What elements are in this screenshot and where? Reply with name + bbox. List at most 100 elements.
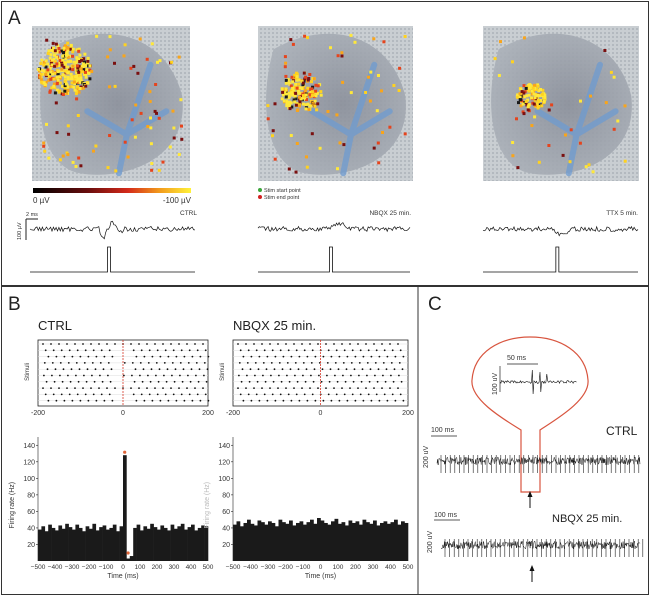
spike-dot <box>327 393 330 396</box>
spike-dot <box>279 393 282 396</box>
active-electrode <box>616 119 620 123</box>
active-electrode <box>84 84 88 88</box>
spike-dot <box>162 387 164 389</box>
spike-dot <box>254 374 256 377</box>
active-electrode <box>336 167 339 171</box>
active-electrode <box>79 164 83 168</box>
histogram-xtick-label: −100 <box>296 564 311 571</box>
active-electrode <box>612 127 616 131</box>
active-electrode <box>108 35 112 39</box>
histogram-bar <box>133 527 137 561</box>
histogram-bar <box>38 529 42 561</box>
active-electrode <box>56 44 60 48</box>
active-electrode <box>80 65 84 69</box>
histogram-bar <box>310 519 314 561</box>
active-electrode <box>180 124 183 128</box>
histogram-bar <box>299 521 304 561</box>
histogram-bar <box>184 529 188 561</box>
c-volt-scale-label-1: 200 uV <box>423 445 430 468</box>
raster-xtick: 0 <box>121 410 125 417</box>
spike-dot <box>138 343 140 345</box>
active-electrode <box>283 65 287 69</box>
spike-dot <box>250 399 253 402</box>
active-electrode <box>568 160 572 164</box>
active-electrode <box>364 91 368 94</box>
histogram-xtick-label: −100 <box>99 564 114 571</box>
spike-dot <box>190 368 193 371</box>
histogram-bar <box>177 526 182 561</box>
spike-dot <box>362 399 365 402</box>
active-electrode <box>73 88 77 92</box>
active-electrode <box>88 64 92 68</box>
active-electrode <box>56 78 60 82</box>
active-electrode <box>293 100 297 104</box>
spike-dot <box>79 355 82 358</box>
spike-dot <box>375 393 378 396</box>
spike-dot <box>207 355 210 358</box>
active-electrode <box>336 54 340 58</box>
active-electrode <box>310 132 314 136</box>
spike-dot <box>351 393 354 396</box>
active-electrode <box>519 104 523 108</box>
spike-dot <box>325 387 327 389</box>
colorbar <box>33 188 191 193</box>
histogram-bar <box>106 529 110 561</box>
histogram-bar <box>397 524 402 561</box>
spike-dot <box>281 368 284 371</box>
active-electrode <box>297 78 301 82</box>
spike-dot <box>52 349 55 352</box>
stim-start-label: Stim start point <box>264 188 301 194</box>
spike-dot <box>274 355 277 358</box>
active-electrode <box>74 79 78 83</box>
spike-dot <box>54 368 57 371</box>
active-electrode <box>291 42 295 46</box>
spike-dot <box>108 349 111 352</box>
spike-dot <box>269 343 271 345</box>
active-electrode <box>493 57 497 61</box>
active-electrode <box>61 84 64 88</box>
histogram-bar <box>334 518 339 561</box>
inset-trace <box>499 369 577 395</box>
active-electrode <box>123 43 127 47</box>
spike-dot <box>175 399 178 402</box>
active-electrode <box>298 101 302 105</box>
active-electrode <box>54 101 58 105</box>
raster-xtick: 200 <box>402 410 414 417</box>
active-electrode <box>46 68 50 72</box>
active-electrode <box>403 35 407 38</box>
active-electrode <box>83 60 86 64</box>
active-electrode <box>536 84 540 88</box>
spike-dot <box>357 343 359 345</box>
histogram-bar <box>48 524 52 561</box>
stim-arrow-head <box>529 565 535 571</box>
spike-dot <box>366 374 368 377</box>
active-electrode <box>301 81 305 85</box>
active-electrode <box>543 93 547 97</box>
spike-dot <box>342 374 344 377</box>
active-electrode <box>76 85 79 89</box>
spike-dot <box>183 355 186 358</box>
spike-dot <box>63 355 66 358</box>
spike-dot <box>386 399 389 402</box>
spike-dot <box>206 368 209 371</box>
spike-dot <box>111 399 114 402</box>
psth-2: 140 120 100 80 60 40 20 −500 −400 −300 −200 −100 0 10… <box>204 437 414 580</box>
active-electrode <box>71 47 75 51</box>
active-electrode <box>86 61 90 65</box>
active-electrode <box>294 103 298 107</box>
active-electrode <box>53 49 57 53</box>
active-electrode <box>294 170 298 174</box>
active-electrode <box>70 85 74 89</box>
active-electrode <box>177 55 181 59</box>
active-electrode <box>45 122 48 126</box>
active-electrode <box>42 63 46 67</box>
spike-dot <box>385 368 388 371</box>
active-electrode <box>293 94 297 98</box>
active-electrode <box>80 58 84 62</box>
active-electrode <box>108 134 112 137</box>
active-electrode <box>66 153 70 157</box>
stimulus-trace <box>258 246 410 273</box>
spike-dot <box>334 374 336 377</box>
active-electrode <box>85 68 89 72</box>
spike-dot <box>109 380 112 383</box>
